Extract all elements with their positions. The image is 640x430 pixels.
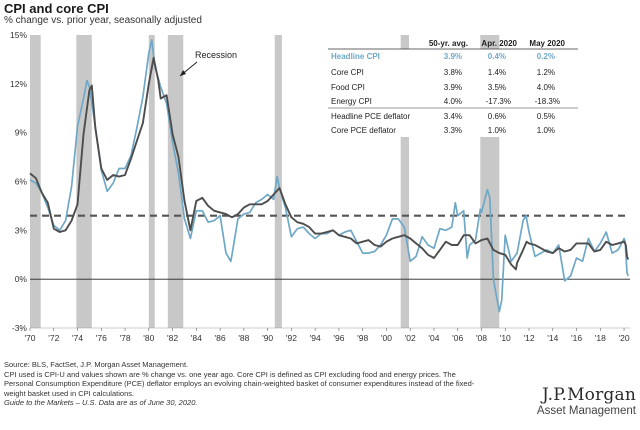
x-tick-label: '94 <box>310 333 321 343</box>
y-tick-label: 0% <box>15 274 28 284</box>
table-cell: 1.4% <box>488 68 506 77</box>
y-tick-label: 9% <box>15 128 28 138</box>
table-row: Core CPI 3.8% 1.4% 1.2% <box>331 68 555 77</box>
x-tick-label: '74 <box>72 333 83 343</box>
table-cell: 0.2% <box>537 52 555 61</box>
x-tick-label: '86 <box>215 333 226 343</box>
table-background <box>327 49 580 137</box>
recession-annotation: Recession <box>179 50 237 77</box>
table-cell: 3.4% <box>444 112 462 121</box>
table-header-apr: Apr. 2020 <box>481 39 517 48</box>
table-cell: 3.5% <box>488 83 506 92</box>
definition-note: CPI used is CPI-U and values shown are %… <box>4 369 456 379</box>
table-row-label: Headline CPI <box>331 52 380 61</box>
table-header-avg: 50-yr. avg. <box>429 39 468 48</box>
x-tick-label: '06 <box>452 333 463 343</box>
table-row-label: Core CPI <box>331 68 364 77</box>
table-row: Headline CPI 3.9% 0.4% 0.2% <box>331 52 555 61</box>
logo-subtitle: Asset Management <box>536 405 636 417</box>
table-row-label: Headline PCE deflator <box>331 112 410 121</box>
table-cell: 0.4% <box>488 52 506 61</box>
y-tick-label: 3% <box>15 225 28 235</box>
x-tick-label: '02 <box>405 333 416 343</box>
table-row: Headline PCE deflator 3.4% 0.6% 0.5% <box>331 112 555 121</box>
table-header-may: May 2020 <box>529 39 565 48</box>
x-tick-label: '20 <box>619 333 630 343</box>
x-tick-label: '12 <box>523 333 534 343</box>
table-cell: 4.0% <box>444 97 462 106</box>
table-cell: 4.0% <box>537 83 555 92</box>
table-cell: 3.8% <box>444 68 462 77</box>
recession-bar <box>400 35 410 328</box>
table-cell: 3.9% <box>444 83 462 92</box>
x-tick-label: '90 <box>262 333 273 343</box>
table-cell: 0.5% <box>537 112 555 121</box>
guide-note: Guide to the Markets – U.S. Data are as … <box>4 398 198 407</box>
headline-cpi-line <box>29 39 629 313</box>
definition-note: Personal Consumption Expenditure (PCE) d… <box>4 379 475 388</box>
y-tick-label: 12% <box>10 79 27 89</box>
footnotes: Source: BLS, FactSet, J.P. Morgan Asset … <box>4 360 509 408</box>
x-tick-label: '16 <box>571 333 582 343</box>
x-tick-label: '88 <box>238 333 249 343</box>
table-cell: -17.3% <box>486 97 511 106</box>
x-tick-label: '96 <box>333 333 344 343</box>
jpmorgan-logo: J.P.Morgan Asset Management <box>537 385 636 417</box>
x-tick-label: '92 <box>286 333 297 343</box>
table-cell: 3.9% <box>444 52 462 61</box>
y-tick-label: -3% <box>12 323 28 333</box>
x-tick-label: '98 <box>357 333 368 343</box>
x-tick-label: '80 <box>143 333 154 343</box>
x-tick-label: '08 <box>476 333 487 343</box>
chart-title: CPI and core CPI <box>4 1 109 16</box>
y-tick-label: 15% <box>10 30 27 40</box>
table-cell: 1.2% <box>537 68 555 77</box>
x-tick-label: '00 <box>381 333 392 343</box>
x-tick-label: '04 <box>428 333 439 343</box>
x-tick-label: '78 <box>120 333 131 343</box>
table-row-label: Energy CPI <box>331 97 372 106</box>
table-row-label: Food CPI <box>331 83 365 92</box>
recession-bar <box>167 35 184 328</box>
series-lines <box>29 39 630 313</box>
cpi-chart: -3%0%3%6%9%12%15% '70'72'74'76'78'80'82 '… <box>10 30 630 343</box>
table-row: Core PCE deflator 3.3% 1.0% 1.0% <box>331 126 555 135</box>
y-axis: -3% 0% 3% 6% 9% 12% 15% <box>10 30 27 333</box>
x-tick-label: '18 <box>595 333 606 343</box>
table-cell: 0.6% <box>488 112 506 121</box>
definition-note: weight basket used in CPI calculations. <box>4 388 135 398</box>
recession-arrowhead <box>180 70 186 76</box>
table-row-label: Core PCE deflator <box>331 126 396 135</box>
recession-bar <box>148 35 155 328</box>
logo-wordmark: J.P.Morgan <box>541 385 636 405</box>
table-cell: 1.0% <box>537 126 555 135</box>
x-tick-label: '82 <box>167 333 178 343</box>
recession-bar <box>30 35 41 328</box>
x-tick-label: '14 <box>547 333 558 343</box>
recession-label: Recession <box>195 50 237 60</box>
table-row: Energy CPI 4.0% -17.3% -18.3% <box>331 97 560 106</box>
source-note: Source: BLS, FactSet, J.P. Morgan Asset … <box>4 360 189 369</box>
core-cpi-line <box>29 56 630 271</box>
x-tick-label: '76 <box>96 333 107 343</box>
table-cell: 1.0% <box>488 126 506 135</box>
x-tick-label: '72 <box>48 333 59 343</box>
chart-subtitle: % change vs. prior year, seasonally adju… <box>4 15 202 26</box>
y-tick-label: 6% <box>15 177 28 187</box>
x-axis: '70 '72 '74 '76 '78 '80 '82 '84 '86 '88 '90 '92 '94 '… <box>24 328 630 343</box>
summary-table: 50-yr. avg. Apr. 2020 May 2020 Headline … <box>327 39 580 137</box>
table-cell: 3.3% <box>444 126 462 135</box>
x-tick-label: '70 <box>24 333 35 343</box>
table-row: Food CPI 3.9% 3.5% 4.0% <box>331 83 555 92</box>
x-tick-label: '84 <box>191 333 202 343</box>
table-cell: -18.3% <box>535 97 560 106</box>
x-tick-label: '10 <box>500 333 511 343</box>
